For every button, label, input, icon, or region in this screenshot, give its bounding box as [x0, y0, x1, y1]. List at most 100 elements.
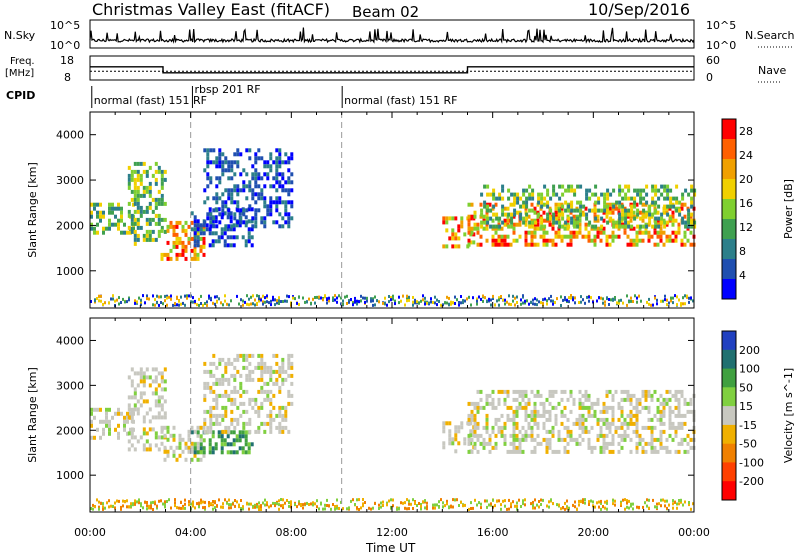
data-cell	[227, 393, 231, 398]
ground-scatter-cell	[360, 299, 362, 303]
ground-scatter-cell	[504, 504, 506, 508]
data-cell	[515, 397, 519, 402]
data-cell	[533, 393, 537, 398]
data-cell	[512, 445, 516, 450]
ground-scatter-cell	[424, 302, 426, 306]
data-cell	[218, 361, 222, 366]
data-cell	[503, 401, 507, 406]
data-cell	[675, 184, 679, 189]
data-cell	[233, 188, 237, 193]
data-cell	[281, 188, 285, 193]
ground-scatter-cell	[362, 504, 364, 508]
data-cell	[190, 236, 194, 241]
data-cell	[454, 449, 458, 454]
ground-scatter-cell	[468, 295, 470, 299]
ground-scatter-cell	[346, 294, 348, 298]
data-cell	[442, 220, 446, 225]
data-cell	[290, 200, 294, 205]
data-cell	[250, 207, 254, 212]
data-cell	[522, 216, 526, 221]
data-cell	[531, 192, 535, 197]
ground-scatter-cell	[400, 501, 402, 505]
data-cell	[524, 401, 528, 406]
data-cell	[160, 379, 164, 384]
data-cell	[248, 377, 252, 382]
ground-scatter-cell	[270, 303, 272, 307]
ground-scatter-cell	[152, 500, 154, 504]
ground-scatter-cell	[622, 301, 624, 305]
data-cell	[126, 415, 129, 420]
data-cell	[230, 192, 234, 197]
data-cell	[575, 441, 579, 446]
data-cell	[587, 437, 591, 442]
data-cell	[287, 373, 291, 378]
data-cell	[651, 184, 655, 189]
data-cell	[584, 389, 588, 394]
data-cell	[212, 361, 216, 366]
data-cell	[239, 208, 243, 213]
data-cell	[129, 427, 132, 432]
data-cell	[627, 220, 631, 225]
data-cell	[678, 212, 682, 217]
ground-scatter-cell	[458, 504, 460, 507]
data-cell	[641, 218, 645, 223]
data-cell	[675, 208, 679, 213]
ground-scatter-cell	[388, 300, 390, 304]
data-cell	[648, 216, 652, 221]
ground-scatter-cell	[200, 501, 202, 505]
data-cell	[248, 429, 252, 434]
data-cell	[516, 200, 520, 205]
data-cell	[684, 188, 688, 193]
data-cell	[644, 226, 648, 231]
data-cell	[627, 196, 631, 201]
data-cell	[563, 425, 567, 430]
data-cell	[566, 449, 570, 454]
data-cell	[184, 248, 188, 253]
ground-scatter-cell	[270, 504, 272, 508]
data-cell	[157, 403, 161, 408]
data-cell	[163, 387, 167, 392]
data-cell	[476, 433, 480, 438]
colorbar-frame	[721, 330, 737, 501]
data-cell	[278, 409, 282, 414]
data-cell	[278, 429, 282, 434]
data-cell	[611, 206, 615, 211]
data-cell	[127, 375, 131, 380]
data-cell	[281, 429, 285, 434]
ground-scatter-cell	[262, 300, 264, 304]
ground-scatter-cell	[642, 505, 644, 509]
data-cell	[635, 449, 639, 454]
data-cell	[142, 419, 146, 424]
data-cell	[668, 425, 672, 430]
data-cell	[123, 419, 126, 424]
y-tick-label: 3000	[56, 174, 84, 187]
data-cell	[633, 188, 637, 193]
data-cell	[642, 188, 646, 193]
data-cell	[623, 389, 627, 394]
data-cell	[114, 214, 117, 219]
ground-scatter-cell	[508, 294, 510, 298]
data-cell	[587, 234, 591, 239]
data-cell	[668, 417, 672, 422]
data-cell	[524, 222, 528, 227]
data-cell	[546, 212, 550, 217]
data-cell	[572, 421, 576, 426]
data-cell	[680, 437, 684, 442]
ground-scatter-cell	[682, 302, 684, 306]
data-cell	[272, 200, 276, 205]
data-cell	[494, 445, 498, 450]
data-cell	[689, 401, 693, 406]
ground-scatter-cell	[278, 499, 280, 503]
data-cell	[485, 401, 489, 406]
data-cell	[653, 226, 657, 231]
data-cell	[117, 407, 120, 412]
data-cell	[527, 421, 531, 426]
freq-label: Freq.	[10, 56, 35, 67]
data-cell	[602, 437, 606, 442]
data-cell	[479, 441, 483, 446]
data-cell	[548, 238, 552, 243]
data-cell	[221, 212, 225, 217]
data-cell	[463, 437, 467, 442]
data-cell	[530, 429, 534, 434]
data-cell	[212, 373, 216, 378]
